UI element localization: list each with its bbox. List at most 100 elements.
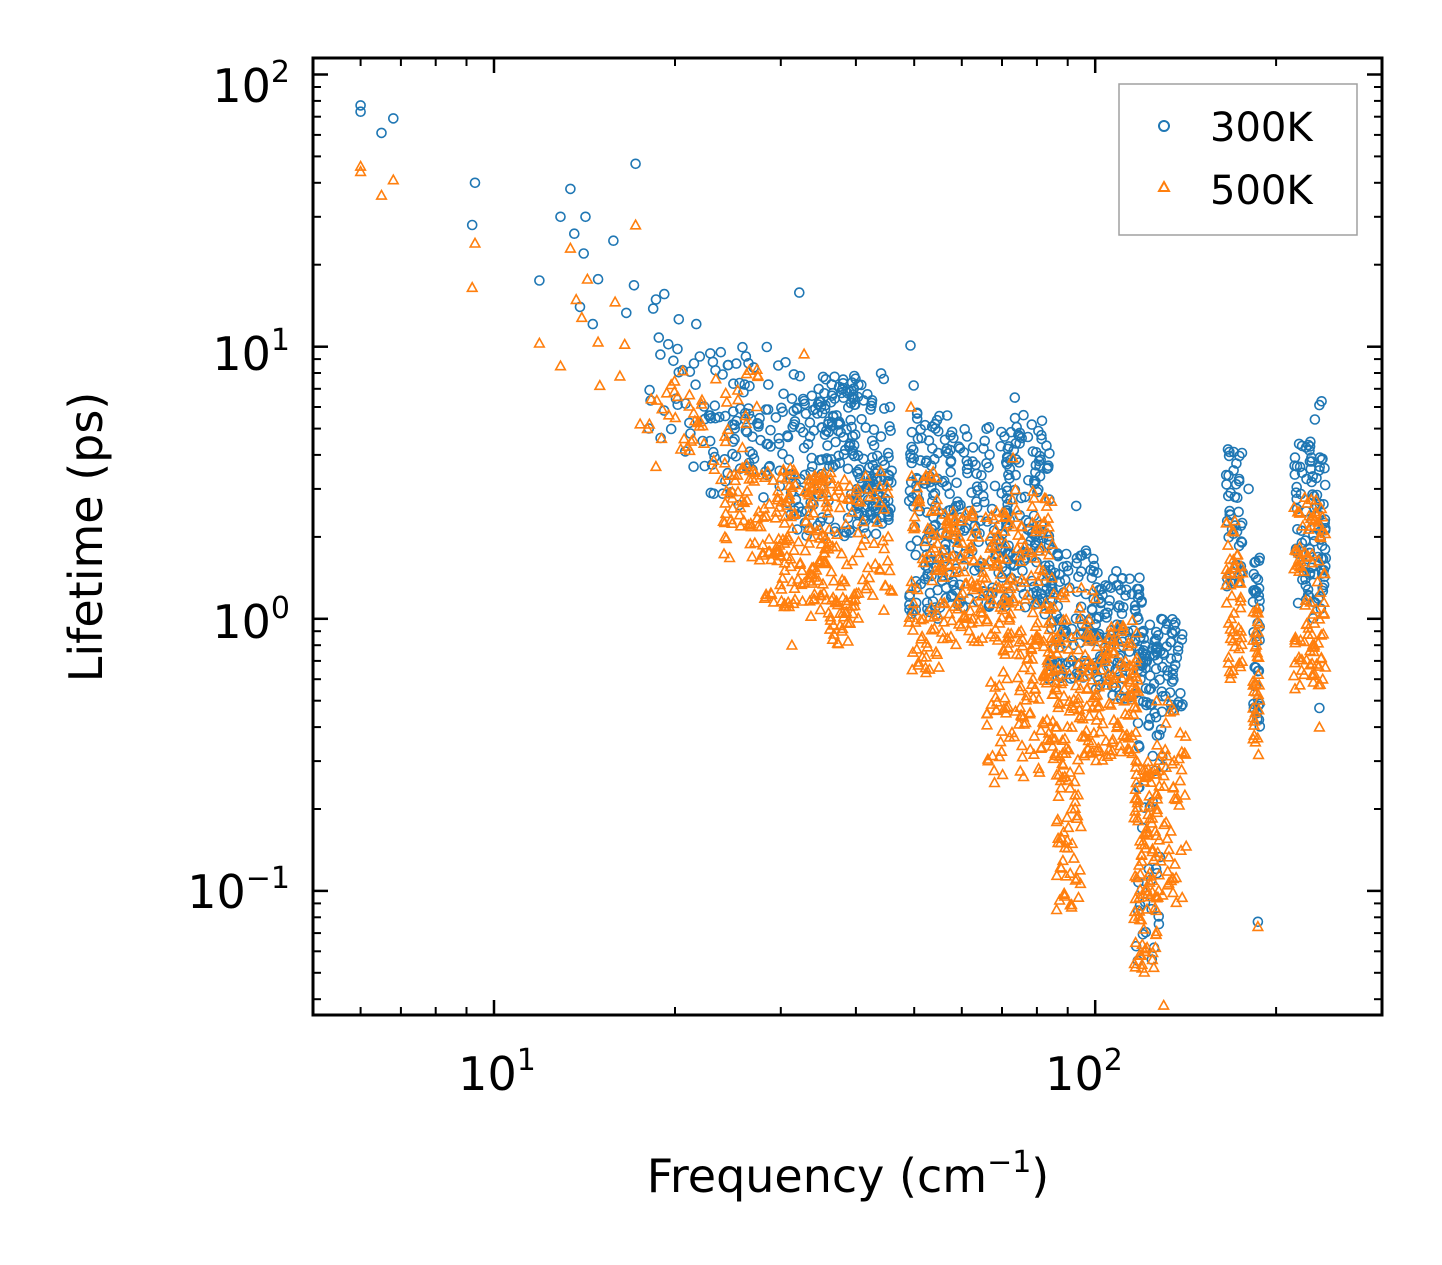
- point-500k-188: [726, 501, 739, 513]
- point-300k-1324: [1319, 479, 1331, 491]
- point-300k-165: [754, 412, 765, 424]
- point-500k-697: [1026, 606, 1040, 618]
- point-500k-358: [838, 575, 851, 587]
- point-300k-619: [948, 579, 959, 591]
- point-500k-1200: [1151, 792, 1164, 804]
- point-500k-32: [740, 417, 753, 429]
- point-500k-1352: [1308, 667, 1321, 679]
- point-500k-596: [966, 612, 979, 624]
- point-500k-720: [1014, 648, 1027, 660]
- point-500k-1123: [1144, 775, 1158, 788]
- point-300k-38: [1252, 916, 1264, 928]
- point-500k-1209: [1179, 747, 1192, 759]
- point-500k-871: [1086, 658, 1099, 670]
- point-500k-365: [851, 526, 865, 538]
- point-300k-487: [906, 426, 918, 438]
- point-500k-1077: [1130, 626, 1143, 638]
- point-300k-630: [961, 431, 973, 442]
- point-300k-32: [908, 380, 920, 391]
- point-500k-1409: [1310, 602, 1323, 614]
- point-500k-1319: [1246, 701, 1260, 713]
- point-300k-1323: [1306, 476, 1317, 488]
- point-500k-572: [964, 604, 977, 616]
- point-300k-415: [852, 468, 864, 480]
- point-500k-941: [1054, 781, 1068, 793]
- point-500k-1327: [1249, 735, 1262, 747]
- point-500k-254: [748, 536, 761, 548]
- point-500k-648: [996, 603, 1010, 615]
- y-tick-label-0.1: 10−1: [187, 861, 290, 919]
- point-500k-689: [1006, 520, 1019, 532]
- point-500k-1202: [1166, 886, 1180, 898]
- point-300k-262: [878, 373, 890, 385]
- point-500k-673: [1040, 499, 1053, 511]
- point-500k-901: [1081, 681, 1094, 693]
- point-300k-66: [747, 448, 758, 460]
- point-500k-998: [1104, 626, 1118, 638]
- point-500k-195: [754, 520, 767, 532]
- point-500k-873: [1047, 687, 1060, 699]
- point-300k-273: [806, 461, 818, 472]
- point-300k-88: [762, 379, 774, 390]
- point-500k-15: [629, 218, 642, 230]
- point-500k-656: [1014, 624, 1028, 636]
- point-500k-1055: [1123, 659, 1136, 671]
- point-500k-717: [1002, 626, 1015, 638]
- point-500k-1196: [1150, 738, 1164, 750]
- point-300k-963: [1120, 590, 1131, 601]
- point-500k-639: [1036, 564, 1050, 576]
- point-500k-177: [744, 516, 757, 529]
- point-300k-1003: [1117, 572, 1128, 584]
- point-500k-1197: [1179, 729, 1192, 741]
- point-500k-197: [748, 474, 761, 486]
- point-500k-1214: [1169, 871, 1183, 883]
- point-500k-18: [633, 417, 647, 429]
- point-500k-60: [750, 400, 763, 412]
- point-500k-203: [735, 494, 748, 506]
- point-500k-1009: [1111, 716, 1124, 729]
- point-500k-1421: [1301, 627, 1315, 639]
- point-500k-1295: [1246, 674, 1260, 686]
- point-300k-493: [941, 410, 953, 421]
- point-500k-902: [1053, 749, 1066, 761]
- point-500k-180: [767, 473, 780, 485]
- point-500k-447: [920, 636, 933, 648]
- point-500k-825: [1085, 673, 1099, 685]
- point-500k-612: [1041, 527, 1055, 539]
- point-500k-37: [697, 436, 711, 449]
- point-500k-316: [815, 490, 829, 502]
- point-300k-370: [823, 416, 835, 427]
- point-500k-1344: [1298, 635, 1311, 647]
- point-500k-267: [801, 486, 815, 498]
- point-500k-593: [944, 630, 958, 642]
- point-500k-912: [1051, 630, 1064, 642]
- point-500k-104: [787, 543, 801, 556]
- point-500k-368: [859, 582, 873, 594]
- point-500k-547: [990, 533, 1003, 545]
- point-500k-140: [787, 463, 800, 475]
- point-500k-732: [1024, 742, 1037, 755]
- point-300k-94: [655, 349, 666, 360]
- point-500k-954: [1050, 768, 1063, 780]
- point-500k-844: [1080, 724, 1093, 736]
- point-500k-1387: [1293, 506, 1306, 518]
- y-tick-label-100: 102: [212, 55, 290, 113]
- point-500k-591: [953, 530, 966, 542]
- point-300k-1159: [1235, 536, 1247, 547]
- point-500k-268: [803, 594, 816, 606]
- point-300k-669: [984, 599, 996, 610]
- point-500k-93: [805, 530, 818, 542]
- point-500k-445: [915, 630, 929, 642]
- point-500k-602: [953, 590, 967, 602]
- point-500k-880: [1050, 720, 1064, 732]
- point-500k-171: [783, 488, 796, 500]
- point-300k-37: [1243, 483, 1254, 495]
- point-500k-777: [988, 680, 1002, 692]
- point-500k-867: [1056, 662, 1069, 674]
- point-500k-410: [931, 608, 945, 620]
- point-500k-721: [1026, 516, 1039, 528]
- point-300k-664: [945, 466, 957, 478]
- point-500k-289: [824, 466, 837, 478]
- point-500k-964: [1057, 825, 1070, 837]
- point-300k-1185: [1222, 444, 1234, 455]
